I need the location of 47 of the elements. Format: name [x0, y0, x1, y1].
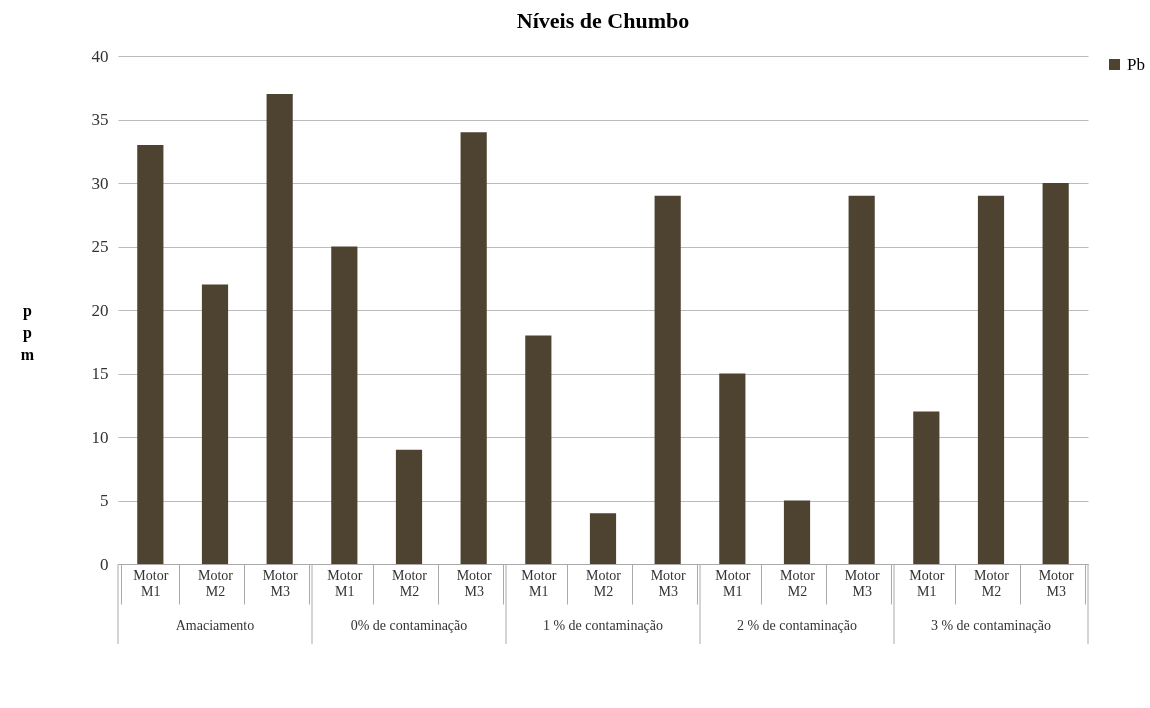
bar	[977, 195, 1005, 564]
bar	[525, 335, 552, 564]
y-tick-label: 40	[91, 46, 109, 66]
text: Amaciamento	[175, 618, 255, 633]
y-axis-title: ppm	[20, 301, 35, 363]
text: 3 % de contaminação	[930, 618, 1052, 633]
legend-label: Pb	[1127, 54, 1145, 74]
chart-title: Níveis de Chumbo	[516, 8, 690, 33]
x-tick-label: Motor M3	[456, 567, 492, 599]
x-tick-label: Motor M2	[586, 567, 622, 599]
y-tick-label: 35	[91, 110, 109, 129]
bar	[137, 144, 164, 564]
x-tick-label: Motor M2	[780, 567, 816, 599]
bar	[1042, 183, 1069, 564]
bar	[654, 195, 681, 564]
y-tick-label: 10	[91, 427, 109, 447]
bar	[913, 411, 940, 564]
bar	[201, 284, 229, 564]
text: 1 % de contaminação	[542, 618, 664, 633]
bar	[719, 373, 746, 564]
x-tick-label: Motor M3	[262, 567, 298, 599]
bar	[589, 513, 617, 564]
x-tick-label: Motor M2	[198, 567, 234, 599]
text: 0% de contaminação	[350, 618, 468, 633]
y-tick-label: 20	[91, 300, 109, 320]
x-tick-label: Motor M3	[844, 567, 880, 599]
bar	[266, 94, 293, 564]
y-tick-label: 5	[100, 491, 109, 510]
bar	[460, 132, 487, 564]
y-tick-label: 25	[91, 237, 109, 256]
x-tick-label: Motor M1	[133, 567, 169, 599]
x-tick-label: Motor M1	[909, 567, 945, 599]
x-tick-label: Motor M1	[715, 567, 751, 599]
x-tick-label: Motor M3	[650, 567, 686, 599]
bar	[331, 246, 358, 564]
bar	[783, 500, 811, 564]
x-tick-label: Motor M1	[327, 567, 363, 599]
x-tick-label: Motor M2	[974, 567, 1010, 599]
text: 2 % de contaminação	[736, 618, 858, 633]
y-tick-label: 30	[91, 173, 109, 193]
x-tick-label: Motor M2	[392, 567, 428, 599]
y-tick-label: 0	[100, 554, 109, 574]
y-tick-label: 15	[91, 364, 109, 383]
bar	[848, 195, 875, 564]
bar	[395, 449, 423, 564]
x-tick-label: Motor M1	[521, 567, 557, 599]
x-tick-label: Motor M3	[1038, 567, 1074, 599]
